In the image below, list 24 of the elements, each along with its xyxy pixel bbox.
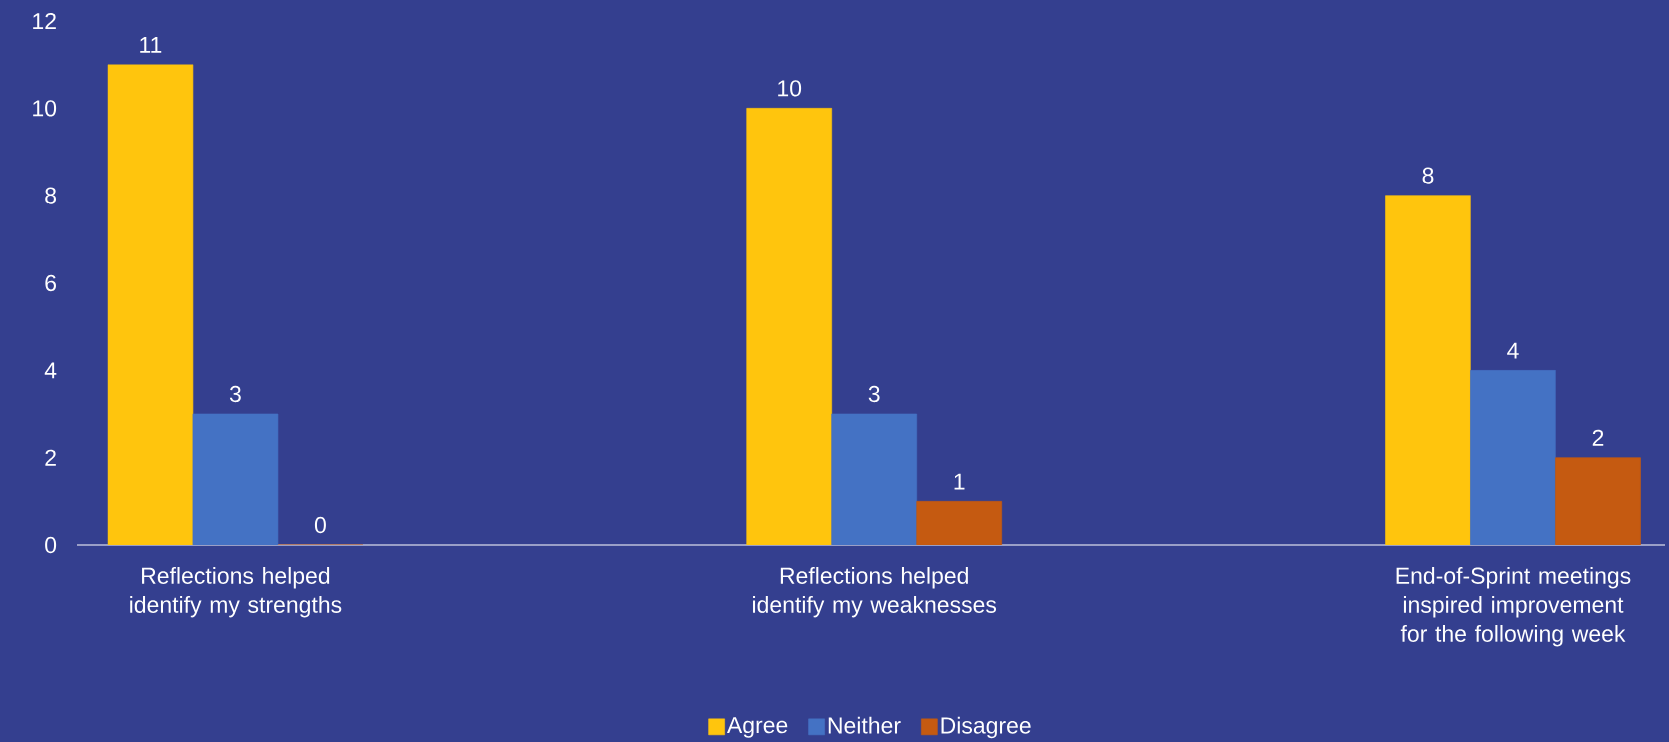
y-tick-label: 4 [44, 362, 57, 379]
legend-label: Disagree [941, 716, 1031, 739]
y-tick-label: 2 [45, 449, 56, 466]
data-label: 8 [1422, 167, 1434, 184]
legend-label: Agree [726, 717, 788, 738]
bar [916, 501, 1003, 545]
data-label: 0 [314, 516, 326, 534]
data-label: 3 [229, 385, 241, 403]
x-tick-label: Reflections helped identify my strengths [130, 567, 342, 618]
bar [1555, 457, 1641, 545]
legend-label: Neither [828, 716, 901, 734]
data-label: 4 [1507, 342, 1519, 359]
y-tick-label: 10 [33, 100, 57, 117]
data-label: 2 [1592, 429, 1604, 446]
data-label: 3 [868, 385, 880, 403]
y-tick-label: 0 [45, 536, 57, 554]
data-label: 10 [778, 80, 802, 97]
y-tick-label: 12 [33, 12, 56, 30]
x-tick-label: Reflections helped identify my weaknesses [753, 567, 997, 618]
data-label: 1 [954, 473, 965, 490]
y-tick-label: 6 [45, 274, 56, 292]
x-tick-label: End-of-Sprint meetings inspired improvement for the following week [1396, 567, 1631, 647]
y-tick-label: 8 [45, 187, 57, 204]
data-label: 11 [140, 36, 162, 53]
